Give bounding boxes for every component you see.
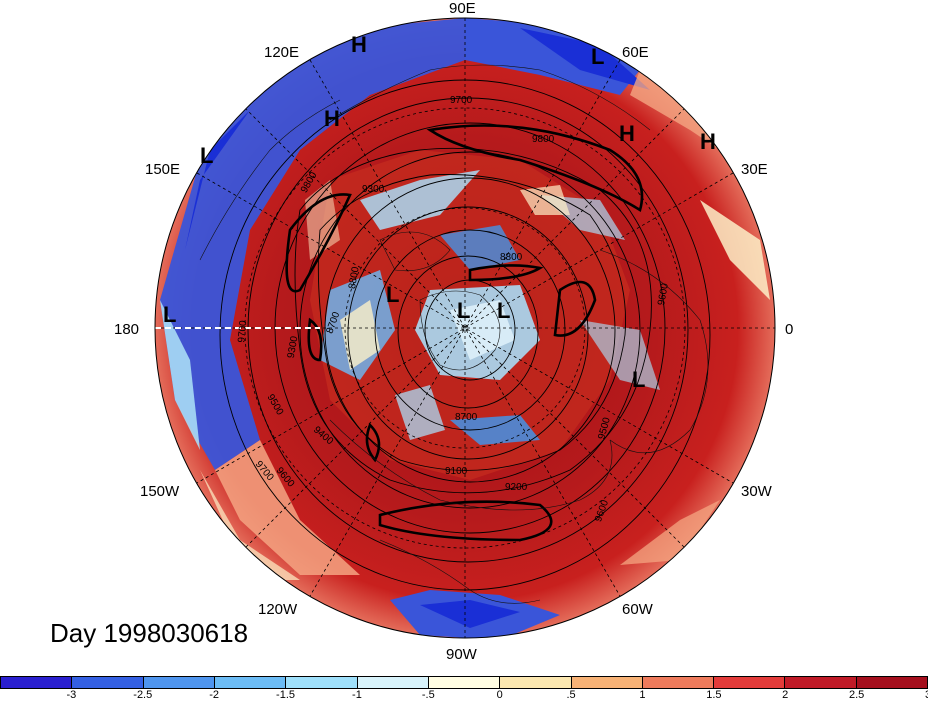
colorbar-box bbox=[500, 677, 572, 688]
low-marker: L bbox=[632, 367, 645, 392]
high-marker: H bbox=[700, 129, 716, 154]
colorbar-tick-label: -.5 bbox=[421, 689, 435, 701]
contour-label: 8700 bbox=[455, 412, 478, 423]
colorbar-box bbox=[571, 677, 643, 688]
contour-label: 9600 bbox=[656, 282, 671, 306]
colorbar-tick-label: 0 bbox=[496, 689, 503, 701]
pressure-markers: H L H L H H L L L L L bbox=[163, 32, 716, 392]
high-marker: H bbox=[351, 32, 367, 57]
low-marker: L bbox=[497, 298, 510, 323]
contour-label: 9800 bbox=[532, 134, 555, 145]
map-border bbox=[154, 17, 776, 639]
lon-label-60e: 60E bbox=[622, 44, 649, 61]
low-marker: L bbox=[591, 44, 604, 69]
colorbar: -3 -2.5 -2 -1.5 -1 -.5 0 .5 1 1.5 2 2.5 3 bbox=[0, 676, 928, 702]
colorbar-tick-label: 2.5 bbox=[848, 689, 865, 701]
day-label: Day 1998030618 bbox=[50, 618, 249, 648]
lon-label-30w: 30W bbox=[741, 483, 773, 500]
contour-label: 9300 bbox=[362, 184, 385, 195]
lon-label-60w: 60W bbox=[622, 601, 654, 618]
colorbar-tick-label: 3 bbox=[925, 689, 928, 701]
colorbar-box bbox=[357, 677, 429, 688]
colorbar-tick-label: -2.5 bbox=[133, 689, 153, 701]
low-marker: L bbox=[163, 302, 176, 327]
polar-map: 9700 9800 9300 8800 9600 9700 9300 9500 … bbox=[114, 0, 793, 663]
low-marker: L bbox=[200, 143, 213, 168]
colorbar-tick-label: -2 bbox=[209, 689, 220, 701]
colorbar-box bbox=[428, 677, 501, 688]
colorbar-tick-label: -1.5 bbox=[276, 689, 296, 701]
lon-label-180: 180 bbox=[114, 321, 139, 338]
lon-label-150e: 150E bbox=[145, 161, 180, 178]
lon-label-120w: 120W bbox=[258, 601, 298, 618]
contour-label: 9300 bbox=[286, 335, 301, 359]
colorbar-box bbox=[785, 677, 857, 688]
contour-label: 9700 bbox=[450, 95, 473, 106]
lon-label-90e: 90E bbox=[449, 0, 476, 17]
low-marker: L bbox=[457, 298, 470, 323]
coastlines bbox=[199, 64, 709, 604]
lon-label-30e: 30E bbox=[741, 161, 768, 178]
contour-label: 9200 bbox=[505, 482, 528, 493]
colorbar-tick-label: -3 bbox=[66, 689, 77, 701]
lon-label-120e: 120E bbox=[264, 44, 299, 61]
lon-label-150w: 150W bbox=[140, 483, 180, 500]
contour-label: 9100 bbox=[445, 466, 468, 477]
contour-label: 8800 bbox=[347, 266, 362, 290]
colorbar-box bbox=[714, 677, 786, 688]
colorbar-box bbox=[143, 677, 215, 688]
colorbar-tick-label: 2 bbox=[782, 689, 789, 701]
longitude-labels: 90E 60E 30E 0 30W 60W 90W 120W 150W 180 … bbox=[114, 0, 793, 663]
colorbar-boxes bbox=[0, 676, 928, 689]
colorbar-tick-label: -1 bbox=[352, 689, 362, 701]
high-marker: H bbox=[619, 121, 635, 146]
colorbar-box bbox=[856, 677, 928, 688]
contour-label: 9700 bbox=[236, 320, 249, 344]
colorbar-box bbox=[1, 677, 73, 688]
colorbar-ticks: -3 -2.5 -2 -1.5 -1 -.5 0 .5 1 1.5 2 2.5 3 bbox=[0, 689, 928, 702]
colorbar-tick-label: .5 bbox=[566, 689, 576, 701]
low-marker: L bbox=[386, 282, 399, 307]
colorbar-box bbox=[642, 677, 715, 688]
high-marker: H bbox=[324, 106, 340, 131]
colorbar-tick-label: 1 bbox=[639, 689, 646, 701]
colorbar-box bbox=[286, 677, 358, 688]
colorbar-box bbox=[214, 677, 287, 688]
lon-label-90w: 90W bbox=[446, 646, 478, 663]
colorbar-tick-label: 1.5 bbox=[706, 689, 722, 701]
colorbar-box bbox=[72, 677, 144, 688]
jet-contours bbox=[285, 124, 644, 542]
contour-label: 8800 bbox=[500, 252, 523, 263]
lon-label-0: 0 bbox=[785, 321, 793, 338]
